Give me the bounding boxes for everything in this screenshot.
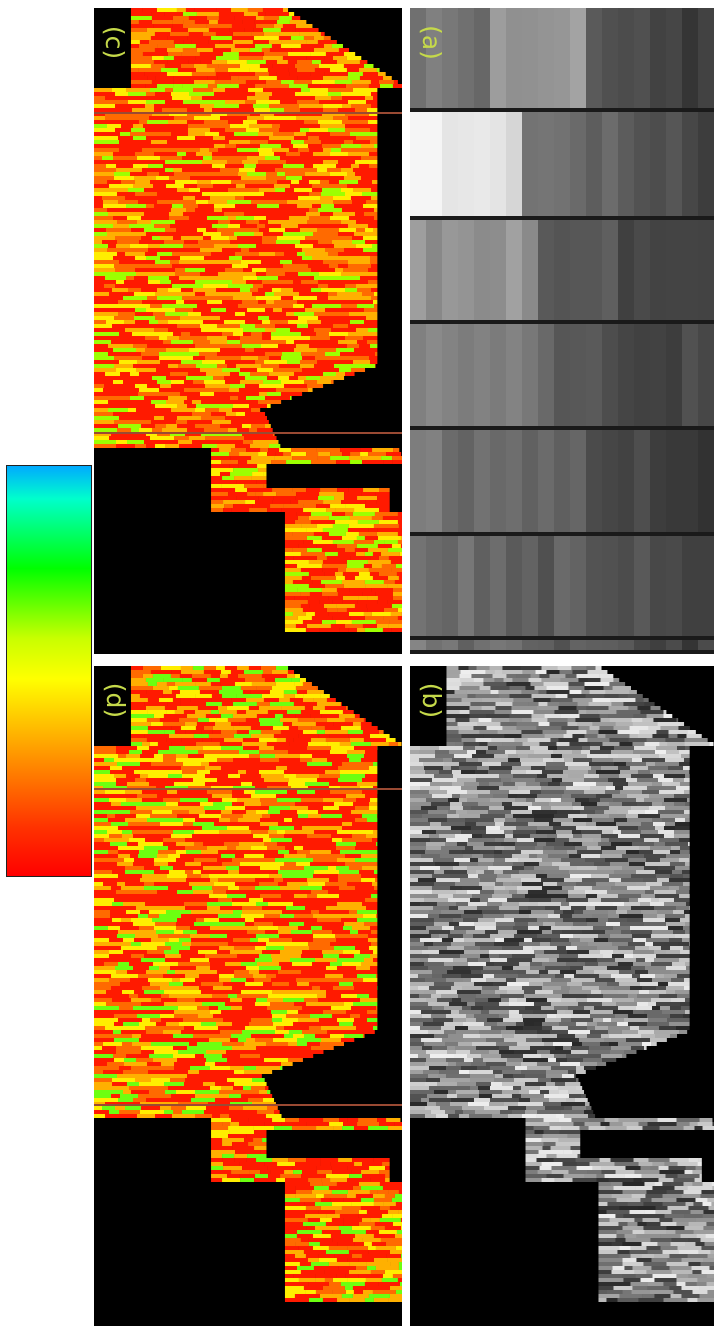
panel-c-image [94,8,402,632]
colorbar [6,465,92,877]
figure: (c) (a) (d) (b) [92,8,714,1326]
panel-c-label: (c) [100,25,130,60]
panel-d: (d) [94,666,402,1326]
panel-a-label: (a) [416,25,446,60]
panel-b-label: (b) [417,682,447,719]
panel-c: (c) [94,8,402,654]
panel-a: (a) [410,8,714,654]
panel-d-label: (d) [101,682,131,719]
panel-b: (b) [410,666,714,1326]
panel-b-image [410,666,714,1302]
colorbar-gradient [7,466,91,876]
panel-a-image [410,8,714,654]
panel-d-image [94,666,402,1302]
